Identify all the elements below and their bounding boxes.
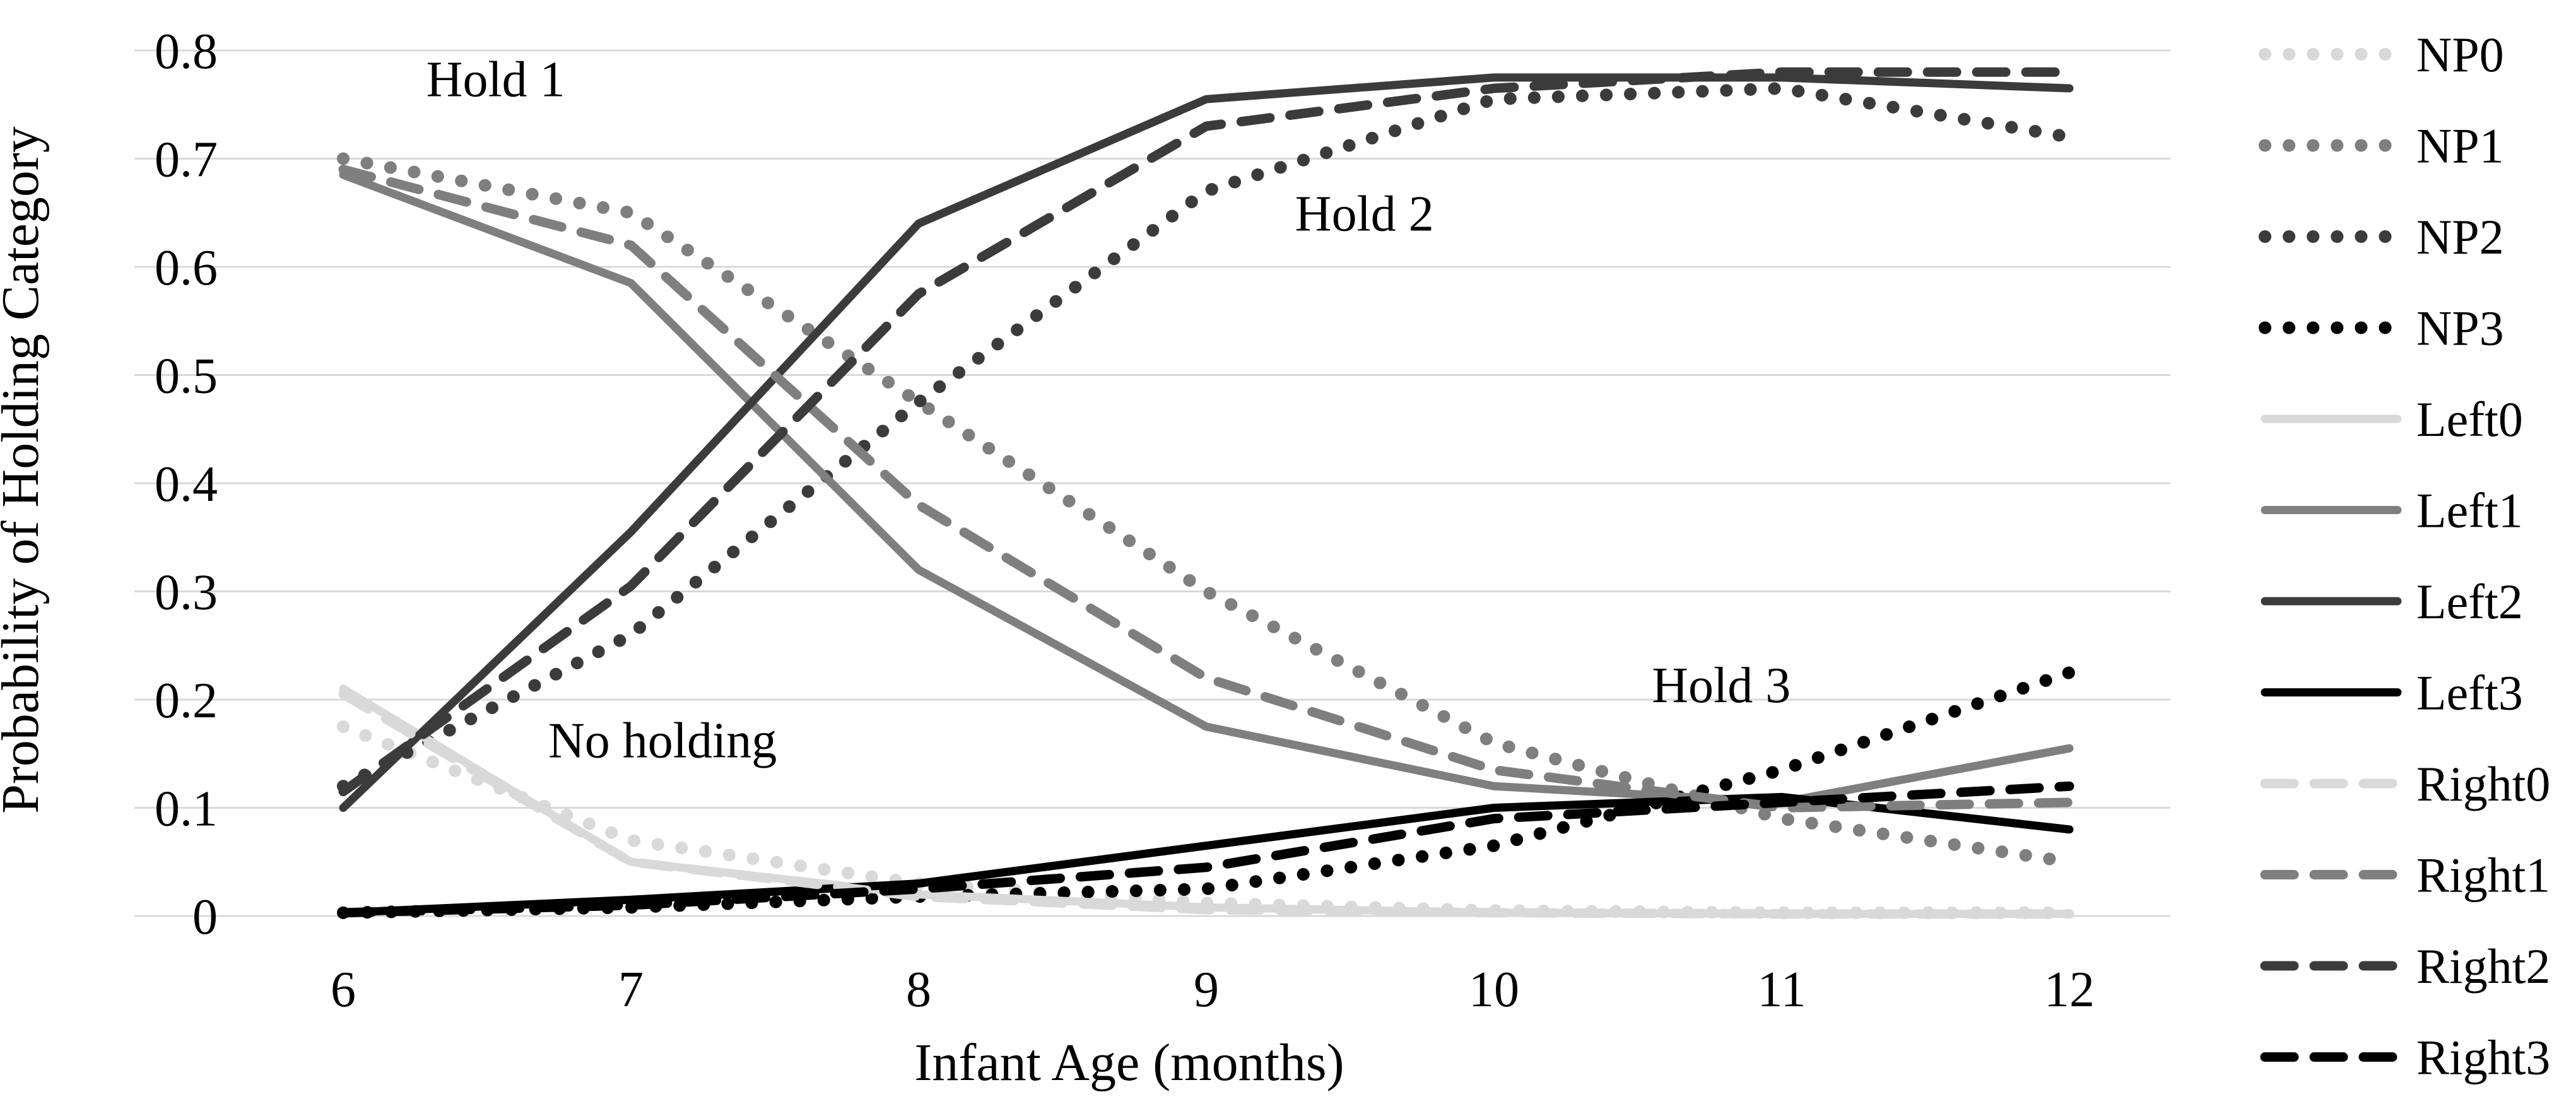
series-line-np1 <box>337 152 2076 869</box>
x-tick-label: 12 <box>2044 962 2095 1018</box>
series-line-np3 <box>337 666 2076 919</box>
legend-label-np1: NP1 <box>2416 119 2504 173</box>
x-tick-label: 9 <box>1194 962 1219 1018</box>
legend-label-left0: Left0 <box>2416 392 2523 447</box>
x-tick-label: 11 <box>1757 962 1806 1018</box>
legend-label-right2: Right2 <box>2416 939 2550 994</box>
y-axis-title: Probability of Holding Category <box>0 126 50 814</box>
y-tick-label: 0.3 <box>155 565 218 621</box>
legend-label-right3: Right3 <box>2416 1030 2550 1085</box>
series-line-left2 <box>339 73 2074 812</box>
y-tick-label: 0.1 <box>155 782 218 837</box>
x-tick-label: 7 <box>618 962 644 1018</box>
y-tick-label: 0.6 <box>155 240 218 296</box>
series-line-right1 <box>338 165 2074 813</box>
legend-label-right1: Right1 <box>2416 848 2550 903</box>
y-tick-label: 0.4 <box>155 457 218 512</box>
x-tick-label: 8 <box>906 962 931 1018</box>
y-tick-label: 0.7 <box>155 132 218 188</box>
legend-label-np2: NP2 <box>2416 209 2504 264</box>
legend-label-left2: Left2 <box>2416 574 2523 629</box>
legend-label-np3: NP3 <box>2416 301 2504 356</box>
series-line-right2 <box>338 67 2074 797</box>
series-line-left3 <box>339 792 2074 917</box>
series-line-left1 <box>339 170 2074 807</box>
x-tick-label: 10 <box>1469 962 1519 1018</box>
x-tick-label: 6 <box>331 962 356 1018</box>
legend-label-left3: Left3 <box>2416 666 2523 720</box>
y-tick-label: 0.8 <box>155 24 218 79</box>
series-line-np2 <box>337 82 2076 793</box>
x-axis-title: Infant Age (months) <box>914 1033 1344 1092</box>
annotation-hold-2: Hold 2 <box>1295 186 1434 242</box>
annotation-hold-1: Hold 1 <box>426 52 565 108</box>
legend-label-left1: Left1 <box>2416 483 2523 538</box>
annotation-hold-3: Hold 3 <box>1652 658 1791 713</box>
y-tick-label: 0.5 <box>155 349 218 404</box>
series-line-right0 <box>338 689 2074 919</box>
legend-label-right0: Right0 <box>2416 756 2550 811</box>
series-line-right3 <box>338 781 2074 918</box>
y-tick-label: 0 <box>192 890 218 945</box>
annotation-no-holding: No holding <box>548 713 777 768</box>
legend-label-np0: NP0 <box>2416 27 2504 82</box>
y-tick-label: 0.2 <box>155 673 218 729</box>
